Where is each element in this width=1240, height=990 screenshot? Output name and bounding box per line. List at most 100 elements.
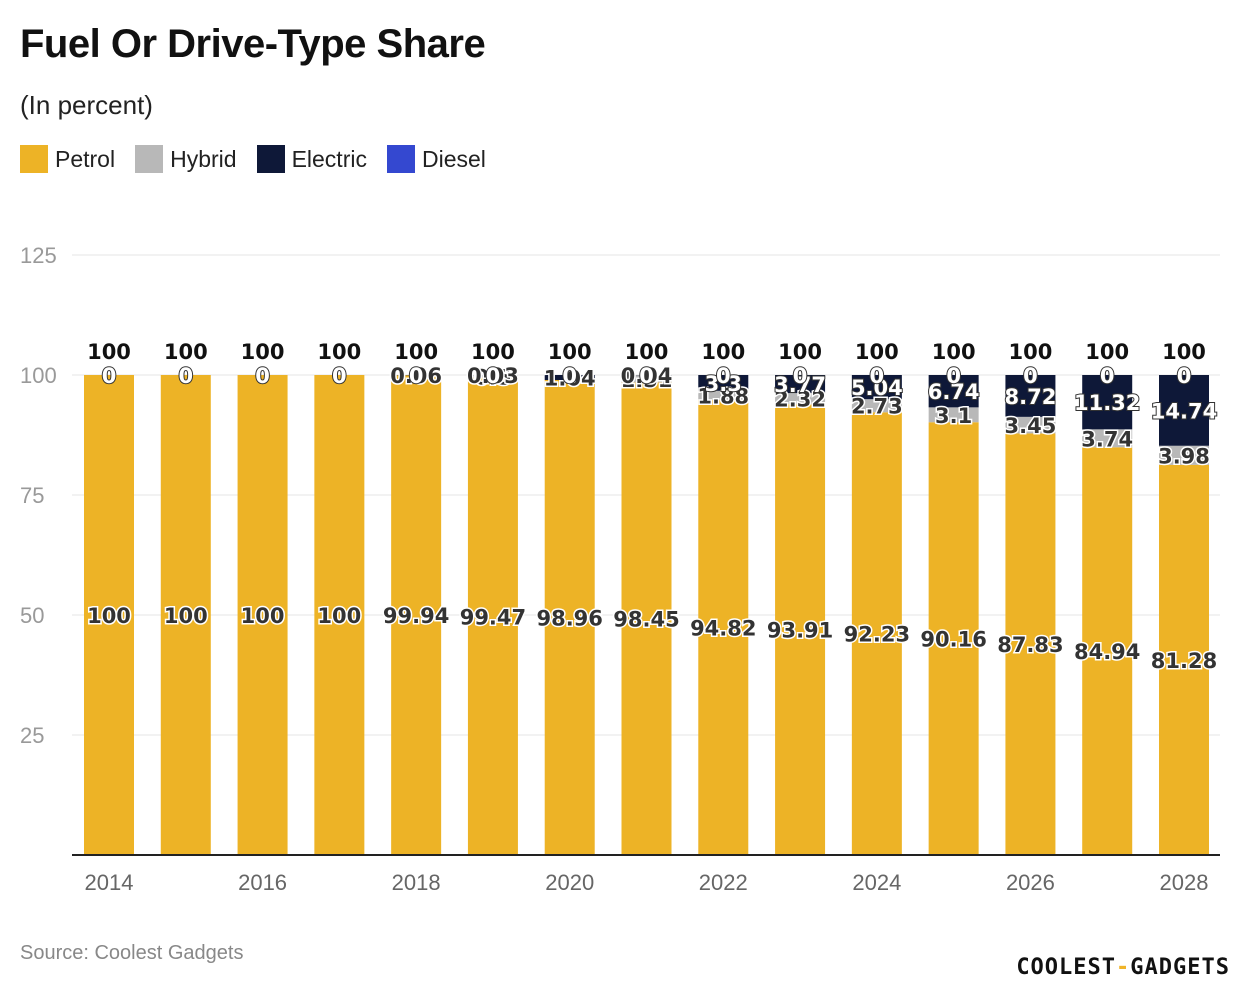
total-label-2017: 100 bbox=[317, 340, 361, 364]
chart-subtitle: (In percent) bbox=[20, 90, 153, 120]
data-label-diesel-2016: 0 bbox=[255, 364, 270, 388]
total-label-2021: 100 bbox=[625, 340, 669, 364]
data-label-diesel-2020: 0 bbox=[562, 364, 577, 388]
total-label-2026: 100 bbox=[1009, 340, 1053, 364]
data-label-electric-2026: 8.72 bbox=[1005, 385, 1057, 409]
legend-label-electric: Electric bbox=[291, 145, 367, 172]
data-label-electric-2022: 3.3 bbox=[705, 372, 742, 396]
data-label-petrol-2025: 90.16 bbox=[920, 628, 986, 652]
data-label-petrol-2019: 99.47 bbox=[460, 605, 526, 629]
x-tick-label-2026: 2026 bbox=[1006, 870, 1055, 895]
bar-petrol-2016 bbox=[237, 375, 288, 855]
bar-petrol-2020 bbox=[544, 379, 595, 855]
bar-petrol-2026 bbox=[1005, 433, 1056, 855]
data-label-hybrid-2022: 1.88 bbox=[697, 384, 749, 408]
bar-petrol-2025 bbox=[928, 422, 979, 855]
bar-petrol-2015 bbox=[160, 375, 211, 855]
data-label-diesel-2024: 0 bbox=[870, 364, 885, 388]
x-tick-label-2018: 2018 bbox=[392, 870, 441, 895]
bar-petrol-2023 bbox=[775, 404, 826, 855]
data-label-hybrid-2027: 3.74 bbox=[1081, 427, 1133, 451]
data-label-diesel-2021: 0 bbox=[639, 364, 654, 388]
bar-petrol-2021 bbox=[621, 382, 672, 855]
total-label-2024: 100 bbox=[855, 340, 899, 364]
legend-swatch-diesel bbox=[386, 145, 415, 173]
legend: Petrol Hybrid Electric Diesel bbox=[20, 145, 506, 173]
bar-hybrid-2026 bbox=[1005, 416, 1056, 434]
chart-title: Fuel Or Drive-Type Share bbox=[20, 22, 486, 66]
legend-label-petrol: Petrol bbox=[55, 145, 116, 172]
data-label-diesel-2014: 0 bbox=[102, 364, 117, 388]
total-label-2015: 100 bbox=[164, 340, 208, 364]
legend-item-hybrid: Hybrid bbox=[135, 145, 237, 173]
brand-logo-left: COOLEST bbox=[1016, 955, 1117, 980]
bar-electric-2022 bbox=[698, 375, 749, 391]
y-tick-label-100: 100 bbox=[20, 363, 57, 388]
data-label-diesel-2019: 0 bbox=[486, 364, 501, 388]
data-label-petrol-2017: 100 bbox=[317, 604, 361, 628]
data-label-petrol-2014: 100 bbox=[87, 604, 131, 628]
data-label-diesel-2028: 0 bbox=[1177, 364, 1192, 388]
legend-label-hybrid: Hybrid bbox=[170, 145, 237, 172]
data-label-petrol-2016: 100 bbox=[241, 604, 285, 628]
legend-item-electric: Electric bbox=[256, 145, 367, 173]
data-label-hybrid-2026: 3.45 bbox=[1005, 414, 1057, 438]
bar-electric-2025 bbox=[928, 375, 979, 408]
x-tick-label-2014: 2014 bbox=[85, 870, 134, 895]
data-label-hybrid-2025: 3.1 bbox=[935, 404, 972, 428]
bar-hybrid-2023 bbox=[775, 393, 826, 405]
data-label-diesel-2017: 0 bbox=[332, 364, 347, 388]
x-tick-label-2024: 2024 bbox=[852, 870, 901, 895]
data-label-electric-2021: 0.04 bbox=[621, 364, 673, 388]
bar-hybrid-2027 bbox=[1082, 429, 1133, 448]
data-label-hybrid-2024: 2.73 bbox=[851, 395, 903, 419]
data-label-petrol-2023: 93.91 bbox=[767, 619, 833, 643]
data-label-petrol-2026: 87.83 bbox=[997, 633, 1063, 657]
legend-item-petrol: Petrol bbox=[20, 145, 115, 173]
total-label-2014: 100 bbox=[87, 340, 131, 364]
data-label-petrol-2022: 94.82 bbox=[690, 616, 756, 640]
bar-hybrid-2024 bbox=[851, 399, 902, 413]
bar-hybrid-2021 bbox=[621, 375, 672, 383]
data-label-hybrid-2019: 0.5 bbox=[474, 365, 511, 389]
bar-petrol-2027 bbox=[1082, 447, 1133, 855]
data-label-electric-2018: 0.06 bbox=[390, 364, 442, 388]
total-label-2027: 100 bbox=[1085, 340, 1129, 364]
legend-swatch-hybrid bbox=[135, 145, 164, 173]
bar-electric-2024 bbox=[851, 375, 902, 400]
data-label-diesel-2022: 0 bbox=[716, 364, 731, 388]
legend-swatch-electric bbox=[256, 145, 285, 173]
bar-hybrid-2022 bbox=[698, 390, 749, 400]
data-label-diesel-2015: 0 bbox=[178, 364, 193, 388]
brand-logo-right: GADGETS bbox=[1130, 955, 1230, 980]
y-tick-label-125: 125 bbox=[20, 243, 57, 268]
brand-logo-dash: - bbox=[1116, 955, 1131, 980]
y-tick-label-25: 25 bbox=[20, 723, 44, 748]
bar-hybrid-2028 bbox=[1159, 445, 1209, 465]
data-label-petrol-2018: 99.94 bbox=[383, 604, 449, 628]
bar-petrol-2022 bbox=[698, 399, 749, 855]
bar-petrol-2014 bbox=[84, 375, 134, 855]
data-label-petrol-2028: 81.28 bbox=[1151, 649, 1217, 673]
bar-petrol-2018 bbox=[391, 375, 442, 855]
data-label-electric-2028: 14.74 bbox=[1151, 399, 1217, 423]
data-label-hybrid-2023: 2.32 bbox=[774, 388, 826, 412]
source-note: Source: Coolest Gadgets bbox=[20, 942, 244, 964]
bar-petrol-2028 bbox=[1159, 464, 1209, 855]
bar-electric-2027 bbox=[1082, 375, 1133, 430]
bar-hybrid-2025 bbox=[928, 407, 979, 423]
data-label-diesel-2027: 0 bbox=[1100, 364, 1115, 388]
y-tick-label-75: 75 bbox=[20, 483, 44, 508]
legend-label-diesel: Diesel bbox=[421, 145, 486, 172]
data-label-electric-2023: 3.77 bbox=[774, 373, 826, 397]
total-label-2025: 100 bbox=[932, 340, 976, 364]
brand-logo: COOLEST-GADGETS bbox=[1016, 955, 1230, 980]
total-label-2019: 100 bbox=[471, 340, 515, 364]
data-label-electric-2020: 1.04 bbox=[544, 366, 596, 390]
data-label-electric-2024: 5.04 bbox=[851, 376, 903, 400]
x-tick-label-2022: 2022 bbox=[699, 870, 748, 895]
data-label-petrol-2027: 84.94 bbox=[1074, 640, 1140, 664]
total-label-2018: 100 bbox=[394, 340, 438, 364]
data-label-diesel-2025: 0 bbox=[946, 364, 961, 388]
